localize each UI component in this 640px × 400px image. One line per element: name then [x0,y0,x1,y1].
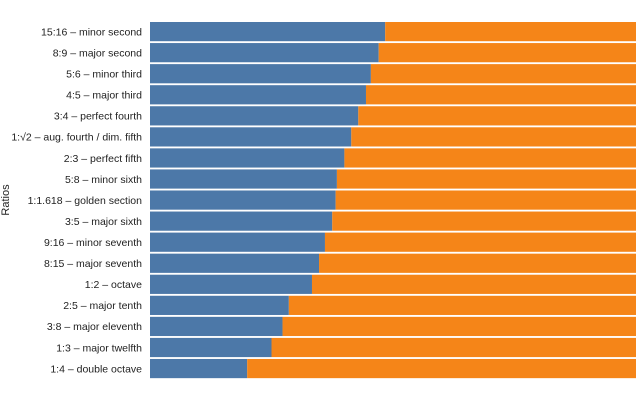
category-labels: 15:16 – minor second 8:9 – major second 5:… [11,26,142,375]
bar-segment-2-row-2 [378,43,636,63]
category-label: 9:16 – minor seventh [44,237,142,249]
bar-segment-2-row-11 [324,232,636,252]
bar-segment-1-row-4 [150,85,366,105]
category-label: 5:6 – minor third [66,69,142,81]
bar-segment-2-row-9 [335,190,636,210]
bar-segment-2-row-15 [282,316,636,337]
bar-segment-2-row-8 [336,169,636,189]
category-label: 1:1.618 – golden section [28,195,143,207]
bar-segment-2-row-16 [271,337,636,358]
bar-segment-1-row-17 [150,358,248,379]
bar-segment-1-row-12 [150,253,320,273]
bar-segment-2-row-5 [358,106,636,126]
bar-segment-1-row-11 [150,232,325,252]
bar-segment-1-row-5 [150,106,359,126]
category-label: 1:4 – double octave [50,363,142,375]
bar-segment-2-row-17 [247,358,636,379]
category-label: 15:16 – minor second [41,26,142,38]
bar-segment-1-row-3 [150,64,371,84]
category-label: 8:15 – major seventh [44,258,142,270]
bar-segment-1-row-16 [150,337,272,358]
category-label: 1:√2 – aug. fourth / dim. fifth [11,132,142,144]
bar-segment-2-row-12 [319,253,636,273]
bar-segment-2-row-14 [288,295,636,315]
bars [150,22,636,379]
category-label: 3:5 – major sixth [65,216,142,228]
category-label: 1:2 – octave [85,279,142,291]
category-label: 4:5 – major third [66,90,142,102]
bar-segment-1-row-13 [150,274,312,294]
category-label: 1:3 – major twelfth [56,342,142,354]
y-axis-title: Ratios [0,184,12,216]
bar-segment-2-row-3 [370,64,636,84]
category-label: 3:4 – perfect fourth [54,111,142,123]
bar-segment-2-row-4 [365,85,636,105]
bar-segment-2-row-1 [385,22,636,42]
bar-segment-1-row-15 [150,316,283,337]
bar-segment-1-row-14 [150,295,289,315]
category-label: 5:8 – minor sixth [65,174,142,186]
bar-segment-1-row-2 [150,43,379,63]
category-label: 8:9 – major second [53,47,142,59]
bar-segment-1-row-9 [150,190,336,210]
bar-segment-1-row-7 [150,148,345,168]
bar-segment-1-row-1 [150,22,386,42]
bar-segment-2-row-13 [311,274,636,294]
bar-segment-2-row-6 [351,127,636,147]
category-label: 2:5 – major tenth [63,300,142,312]
category-label: 2:3 – perfect fifth [64,153,142,165]
bar-segment-1-row-8 [150,169,337,189]
category-label: 3:8 – major eleventh [47,321,142,333]
bar-segment-1-row-10 [150,211,333,231]
bar-segment-1-row-6 [150,127,352,147]
bar-segment-2-row-7 [344,148,636,168]
bar-segment-2-row-10 [332,211,636,231]
